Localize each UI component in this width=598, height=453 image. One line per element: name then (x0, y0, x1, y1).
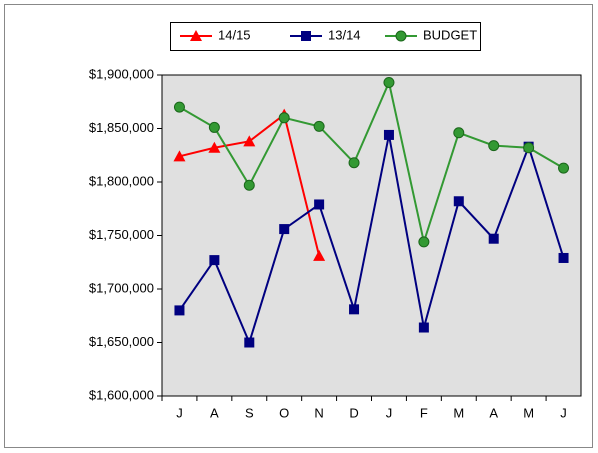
marker (453, 196, 464, 207)
marker (208, 121, 220, 133)
x-tick-label: O (279, 405, 289, 420)
marker (383, 129, 394, 140)
marker (453, 127, 465, 139)
legend-label: BUDGET (423, 27, 477, 42)
x-tick-label: F (420, 405, 428, 420)
marker (173, 150, 186, 162)
y-tick-label: $1,650,000 (89, 334, 154, 349)
y-tick-label: $1,800,000 (89, 173, 154, 188)
marker (244, 337, 255, 348)
series-line (178, 134, 565, 346)
marker (174, 305, 185, 316)
plot-area (161, 74, 582, 397)
marker (558, 162, 570, 174)
y-tick-label: $1,750,000 (89, 227, 154, 242)
marker (173, 101, 185, 113)
legend-box (170, 22, 481, 51)
marker (243, 179, 255, 191)
legend-marker (301, 31, 311, 41)
x-tick-label: A (489, 405, 498, 420)
y-tick-label: $1,700,000 (89, 280, 154, 295)
legend-label: 13/14 (328, 27, 361, 42)
marker (418, 236, 430, 248)
marker (418, 322, 429, 333)
x-tick-label: M (453, 405, 464, 420)
x-tick-label: J (386, 405, 393, 420)
marker (208, 141, 221, 153)
x-tick-label: M (523, 405, 534, 420)
marker (383, 76, 395, 88)
marker (243, 135, 256, 147)
x-tick-label: S (245, 405, 254, 420)
y-tick-label: $1,900,000 (89, 66, 154, 81)
x-tick-label: N (314, 405, 323, 420)
marker (348, 157, 360, 169)
legend-label: 14/15 (218, 27, 251, 42)
marker (313, 249, 326, 261)
marker (209, 255, 220, 266)
y-tick-label: $1,850,000 (89, 120, 154, 135)
y-tick-label: $1,600,000 (89, 387, 154, 402)
x-tick-label: J (560, 405, 567, 420)
x-tick-label: A (210, 405, 219, 420)
marker (314, 199, 325, 210)
x-tick-label: J (176, 405, 183, 420)
marker (558, 252, 569, 263)
legend-marker (190, 30, 202, 41)
marker (488, 233, 499, 244)
legend-marker (395, 30, 407, 42)
marker (278, 112, 290, 124)
marker (279, 224, 290, 235)
marker (349, 304, 360, 315)
x-tick-label: D (349, 405, 358, 420)
marker (523, 142, 535, 154)
series-line (178, 79, 565, 246)
marker (488, 140, 500, 152)
marker (313, 120, 325, 132)
